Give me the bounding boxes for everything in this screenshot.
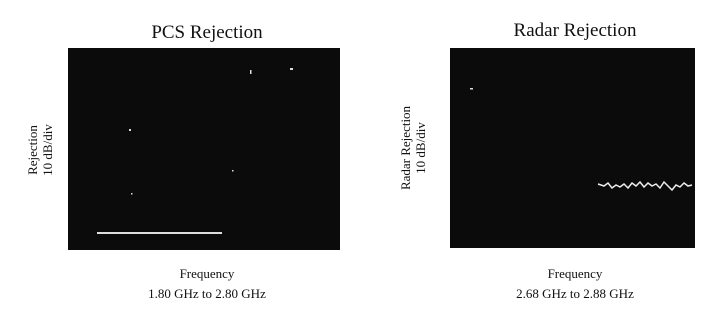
x-label: Frequency: [180, 266, 235, 281]
y-label: Radar Rejection: [398, 105, 413, 190]
page: PCS Rejection Rejection 10 dB/div Freque…: [0, 0, 709, 316]
x-label: Frequency: [548, 266, 603, 281]
panel-title: Radar Rejection: [514, 20, 637, 41]
x-label: 2.68 GHz to 2.88 GHz: [516, 286, 634, 301]
figure: PCS Rejection Rejection 10 dB/div Freque…: [0, 0, 709, 316]
panel-title: PCS Rejection: [151, 22, 263, 43]
analyzer-screen: [68, 48, 340, 250]
y-label: 10 dB/div: [40, 124, 55, 176]
y-label: 10 dB/div: [413, 122, 428, 174]
y-label: Rejection: [25, 125, 40, 175]
x-label: 1.80 GHz to 2.80 GHz: [148, 286, 266, 301]
analyzer-screen: [450, 48, 695, 248]
